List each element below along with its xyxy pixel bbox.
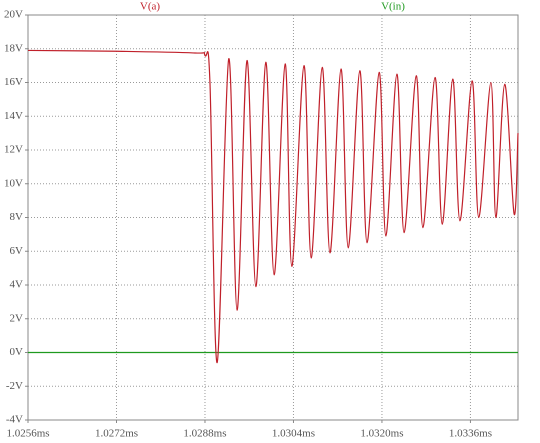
y-tick-label: 8V <box>10 211 24 223</box>
y-tick-label: 12V <box>4 144 23 156</box>
y-tick-label: -4V <box>6 414 23 426</box>
x-tick-label: 1.0256ms <box>6 428 49 440</box>
y-tick-label: 4V <box>10 279 24 291</box>
y-tick-label: 18V <box>4 42 23 54</box>
x-tick-label: 1.0272ms <box>95 428 138 440</box>
y-tick-label: 20V <box>4 9 23 21</box>
series-line <box>27 49 519 364</box>
x-tick-label: 1.0288ms <box>183 428 226 440</box>
legend-label: V(in) <box>381 1 405 13</box>
x-tick-label: 1.0320ms <box>360 428 403 440</box>
y-tick-label: 10V <box>4 177 23 189</box>
y-tick-label: 16V <box>4 76 23 88</box>
y-tick-label: 6V <box>10 245 24 257</box>
legend-label: V(a) <box>140 1 160 13</box>
x-tick-label: 1.0336ms <box>449 428 492 440</box>
y-tick-label: 14V <box>4 110 23 122</box>
y-tick-label: -2V <box>6 380 23 392</box>
plot-frame <box>27 14 519 421</box>
y-tick-label: 0V <box>10 346 24 358</box>
x-tick-label: 1.0304ms <box>272 428 315 440</box>
y-tick-label: 2V <box>10 312 24 324</box>
